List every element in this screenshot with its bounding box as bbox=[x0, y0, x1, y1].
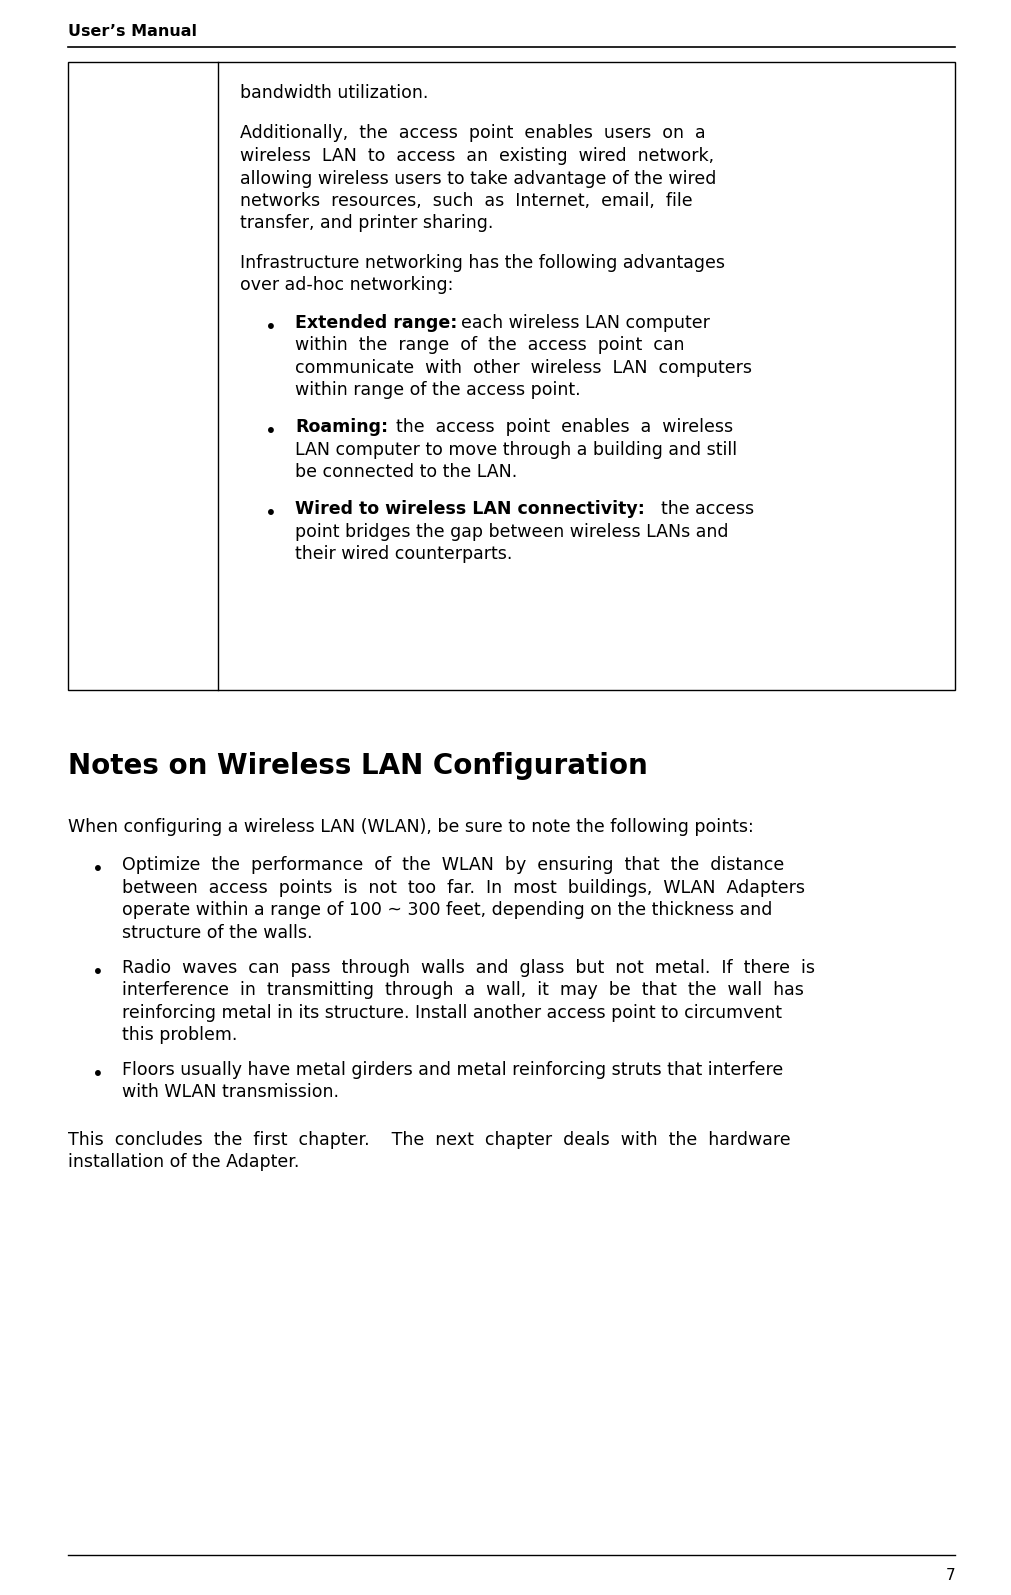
Bar bbox=[68, 62, 954, 691]
Text: point bridges the gap between wireless LANs and: point bridges the gap between wireless L… bbox=[295, 523, 728, 541]
Text: When configuring a wireless LAN (WLAN), be sure to note the following points:: When configuring a wireless LAN (WLAN), … bbox=[68, 818, 753, 836]
Text: over ad-hoc networking:: over ad-hoc networking: bbox=[240, 276, 453, 295]
Text: this problem.: this problem. bbox=[122, 1026, 238, 1045]
Text: Notes on Wireless LAN Configuration: Notes on Wireless LAN Configuration bbox=[68, 751, 647, 780]
Text: Radio  waves  can  pass  through  walls  and  glass  but  not  metal.  If  there: Radio waves can pass through walls and g… bbox=[122, 959, 814, 976]
Text: reinforcing metal in its structure. Install another access point to circumvent: reinforcing metal in its structure. Inst… bbox=[122, 1003, 782, 1022]
Text: operate within a range of 100 ~ 300 feet, depending on the thickness and: operate within a range of 100 ~ 300 feet… bbox=[122, 901, 771, 919]
Text: •: • bbox=[92, 860, 104, 879]
Text: User’s Manual: User’s Manual bbox=[68, 24, 197, 40]
Text: the  access  point  enables  a  wireless: the access point enables a wireless bbox=[384, 418, 732, 435]
Text: Additionally,  the  access  point  enables  users  on  a: Additionally, the access point enables u… bbox=[240, 124, 705, 142]
Text: 7: 7 bbox=[944, 1568, 954, 1582]
Text: allowing wireless users to take advantage of the wired: allowing wireless users to take advantag… bbox=[240, 169, 716, 188]
Text: This  concludes  the  first  chapter.    The  next  chapter  deals  with  the  h: This concludes the first chapter. The ne… bbox=[68, 1131, 790, 1148]
Text: Roaming:: Roaming: bbox=[295, 418, 388, 435]
Text: bandwidth utilization.: bandwidth utilization. bbox=[240, 85, 428, 102]
Text: be connected to the LAN.: be connected to the LAN. bbox=[295, 463, 517, 482]
Text: Wired to wireless LAN connectivity:: Wired to wireless LAN connectivity: bbox=[295, 501, 644, 518]
Text: •: • bbox=[265, 317, 277, 337]
Text: communicate  with  other  wireless  LAN  computers: communicate with other wireless LAN comp… bbox=[295, 359, 751, 376]
Text: •: • bbox=[92, 963, 104, 981]
Text: wireless  LAN  to  access  an  existing  wired  network,: wireless LAN to access an existing wired… bbox=[240, 147, 714, 164]
Text: their wired counterparts.: their wired counterparts. bbox=[295, 545, 512, 563]
Text: transfer, and printer sharing.: transfer, and printer sharing. bbox=[240, 214, 493, 233]
Text: between  access  points  is  not  too  far.  In  most  buildings,  WLAN  Adapter: between access points is not too far. In… bbox=[122, 879, 804, 896]
Text: •: • bbox=[265, 423, 277, 442]
Text: installation of the Adapter.: installation of the Adapter. bbox=[68, 1153, 299, 1171]
Text: the access: the access bbox=[649, 501, 753, 518]
Text: each wireless LAN computer: each wireless LAN computer bbox=[450, 314, 709, 332]
Text: •: • bbox=[265, 504, 277, 523]
Text: structure of the walls.: structure of the walls. bbox=[122, 924, 312, 941]
Text: with WLAN transmission.: with WLAN transmission. bbox=[122, 1083, 339, 1102]
Text: within range of the access point.: within range of the access point. bbox=[295, 381, 580, 399]
Text: LAN computer to move through a building and still: LAN computer to move through a building … bbox=[295, 440, 736, 459]
Text: Extended range:: Extended range: bbox=[295, 314, 457, 332]
Text: Floors usually have metal girders and metal reinforcing struts that interfere: Floors usually have metal girders and me… bbox=[122, 1061, 783, 1078]
Text: interference  in  transmitting  through  a  wall,  it  may  be  that  the  wall : interference in transmitting through a w… bbox=[122, 981, 803, 998]
Text: •: • bbox=[92, 1065, 104, 1085]
Text: Optimize  the  performance  of  the  WLAN  by  ensuring  that  the  distance: Optimize the performance of the WLAN by … bbox=[122, 857, 784, 874]
Text: within  the  range  of  the  access  point  can: within the range of the access point can bbox=[295, 337, 683, 354]
Text: Infrastructure networking has the following advantages: Infrastructure networking has the follow… bbox=[240, 254, 724, 271]
Text: networks  resources,  such  as  Internet,  email,  file: networks resources, such as Internet, em… bbox=[240, 191, 692, 211]
